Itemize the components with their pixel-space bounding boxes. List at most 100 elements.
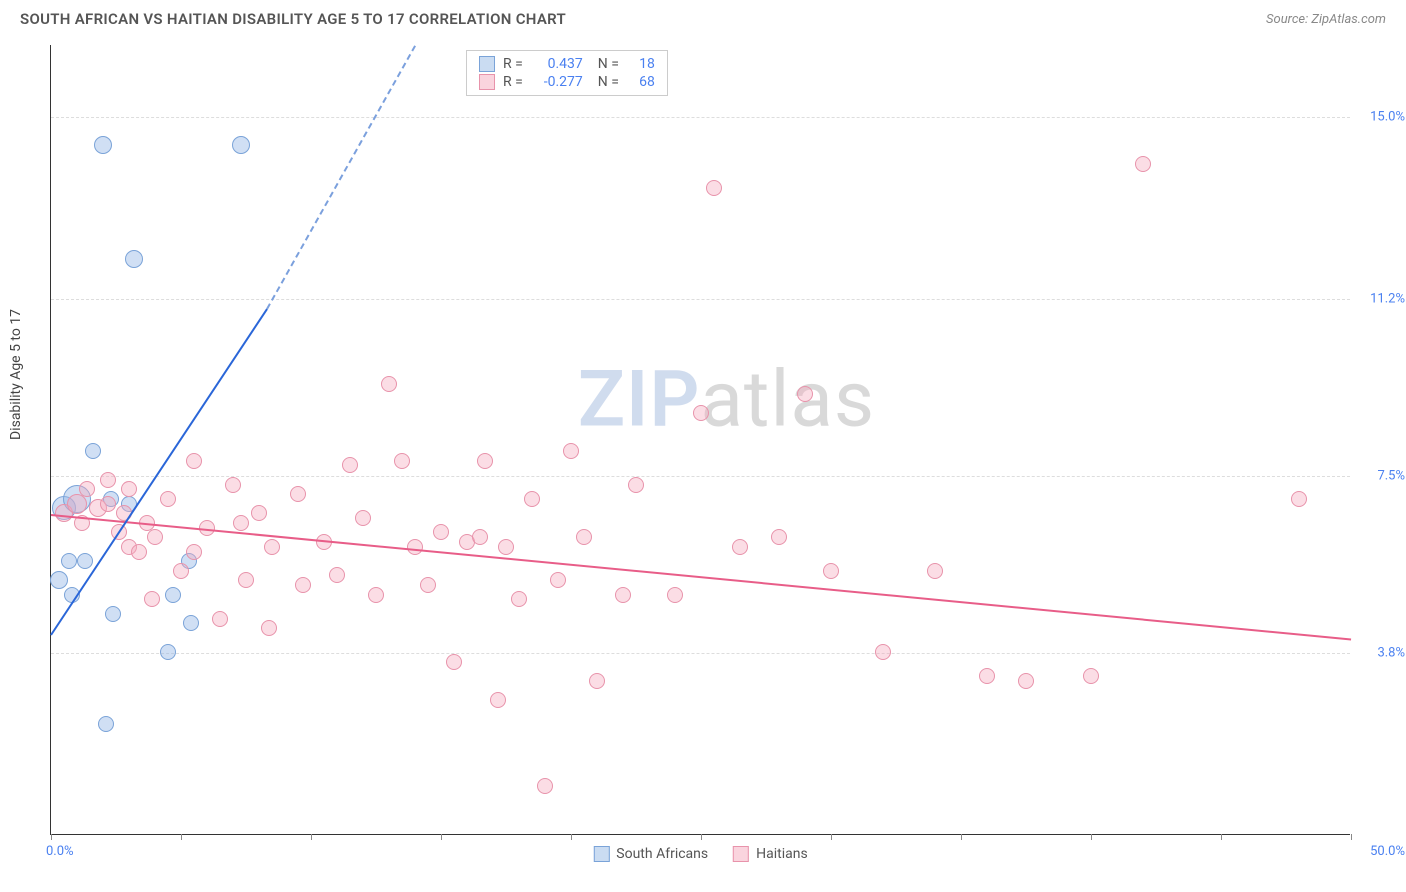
data-point: [295, 577, 311, 593]
gridline: [51, 476, 1350, 477]
data-point: [576, 529, 592, 545]
data-point: [407, 539, 423, 555]
gridline: [51, 653, 1350, 654]
data-point: [1291, 491, 1307, 507]
data-point: [261, 620, 277, 636]
data-point: [212, 611, 228, 627]
data-point: [232, 136, 250, 154]
data-point: [147, 529, 163, 545]
data-point: [667, 587, 683, 603]
data-point: [233, 515, 249, 531]
data-point: [550, 572, 566, 588]
data-point: [394, 453, 410, 469]
data-point: [797, 386, 813, 402]
legend-item-haitians: Haitians: [733, 846, 808, 862]
data-point: [615, 587, 631, 603]
data-point: [79, 481, 95, 497]
data-point: [85, 443, 101, 459]
chart-header: SOUTH AFRICAN VS HAITIAN DISABILITY AGE …: [0, 0, 1406, 33]
y-tick-label: 15.0%: [1370, 109, 1405, 124]
trend-line: [50, 309, 267, 636]
legend-label: Haitians: [756, 846, 808, 862]
y-tick-label: 11.2%: [1370, 291, 1405, 306]
data-point: [61, 553, 77, 569]
data-point: [927, 563, 943, 579]
data-point: [100, 472, 116, 488]
r-value-ht: -0.277: [531, 74, 583, 90]
swatch-pink-icon: [479, 74, 495, 90]
data-point: [498, 539, 514, 555]
scatter-chart: ZIPatlas R = 0.437 N = 18 R = -0.277 N =…: [50, 45, 1350, 835]
data-point: [100, 496, 116, 512]
data-point: [94, 136, 112, 154]
data-point: [165, 587, 181, 603]
legend-item-south-africans: South Africans: [593, 846, 708, 862]
x-tick: [831, 834, 832, 840]
data-point: [50, 571, 68, 589]
data-point: [144, 591, 160, 607]
data-point: [589, 673, 605, 689]
data-point: [251, 505, 267, 521]
x-axis-min: 0.0%: [46, 844, 74, 859]
swatch-blue-icon: [479, 56, 495, 72]
data-point: [490, 692, 506, 708]
n-label: N =: [591, 74, 619, 90]
y-axis-label: Disability Age 5 to 17: [8, 309, 24, 440]
swatch-blue-icon: [593, 846, 609, 862]
data-point: [563, 443, 579, 459]
n-value-sa: 18: [627, 56, 655, 72]
data-point: [875, 644, 891, 660]
series-legend: South Africans Haitians: [593, 846, 807, 862]
x-tick: [441, 834, 442, 840]
data-point: [355, 510, 371, 526]
data-point: [446, 654, 462, 670]
data-point: [186, 544, 202, 560]
legend-row-south-africans: R = 0.437 N = 18: [479, 55, 655, 73]
data-point: [420, 577, 436, 593]
data-point: [225, 477, 241, 493]
data-point: [173, 563, 189, 579]
chart-source: Source: ZipAtlas.com: [1266, 12, 1386, 27]
data-point: [186, 453, 202, 469]
data-point: [823, 563, 839, 579]
data-point: [693, 405, 709, 421]
data-point: [183, 615, 199, 631]
data-point: [125, 250, 143, 268]
n-value-ht: 68: [627, 74, 655, 90]
x-tick: [1091, 834, 1092, 840]
correlation-legend: R = 0.437 N = 18 R = -0.277 N = 68: [466, 50, 668, 96]
data-point: [290, 486, 306, 502]
data-point: [238, 572, 254, 588]
x-tick: [181, 834, 182, 840]
watermark-zip: ZIP: [578, 355, 701, 446]
data-point: [329, 567, 345, 583]
data-point: [511, 591, 527, 607]
data-point: [121, 481, 137, 497]
x-tick: [311, 834, 312, 840]
data-point: [732, 539, 748, 555]
legend-row-haitians: R = -0.277 N = 68: [479, 73, 655, 91]
gridline: [51, 117, 1350, 118]
data-point: [342, 457, 358, 473]
x-tick: [961, 834, 962, 840]
data-point: [537, 778, 553, 794]
data-point: [1018, 673, 1034, 689]
y-tick-label: 3.8%: [1377, 646, 1405, 661]
data-point: [368, 587, 384, 603]
data-point: [98, 716, 114, 732]
watermark-atlas: atlas: [701, 355, 876, 446]
data-point: [477, 453, 493, 469]
data-point: [160, 491, 176, 507]
data-point: [160, 644, 176, 660]
r-label: R =: [503, 74, 523, 90]
chart-title: SOUTH AFRICAN VS HAITIAN DISABILITY AGE …: [20, 10, 566, 28]
data-point: [628, 477, 644, 493]
x-tick: [1351, 834, 1352, 840]
data-point: [264, 539, 280, 555]
data-point: [131, 544, 147, 560]
data-point: [472, 529, 488, 545]
data-point: [77, 553, 93, 569]
r-value-sa: 0.437: [531, 56, 583, 72]
data-point: [524, 491, 540, 507]
data-point: [381, 376, 397, 392]
